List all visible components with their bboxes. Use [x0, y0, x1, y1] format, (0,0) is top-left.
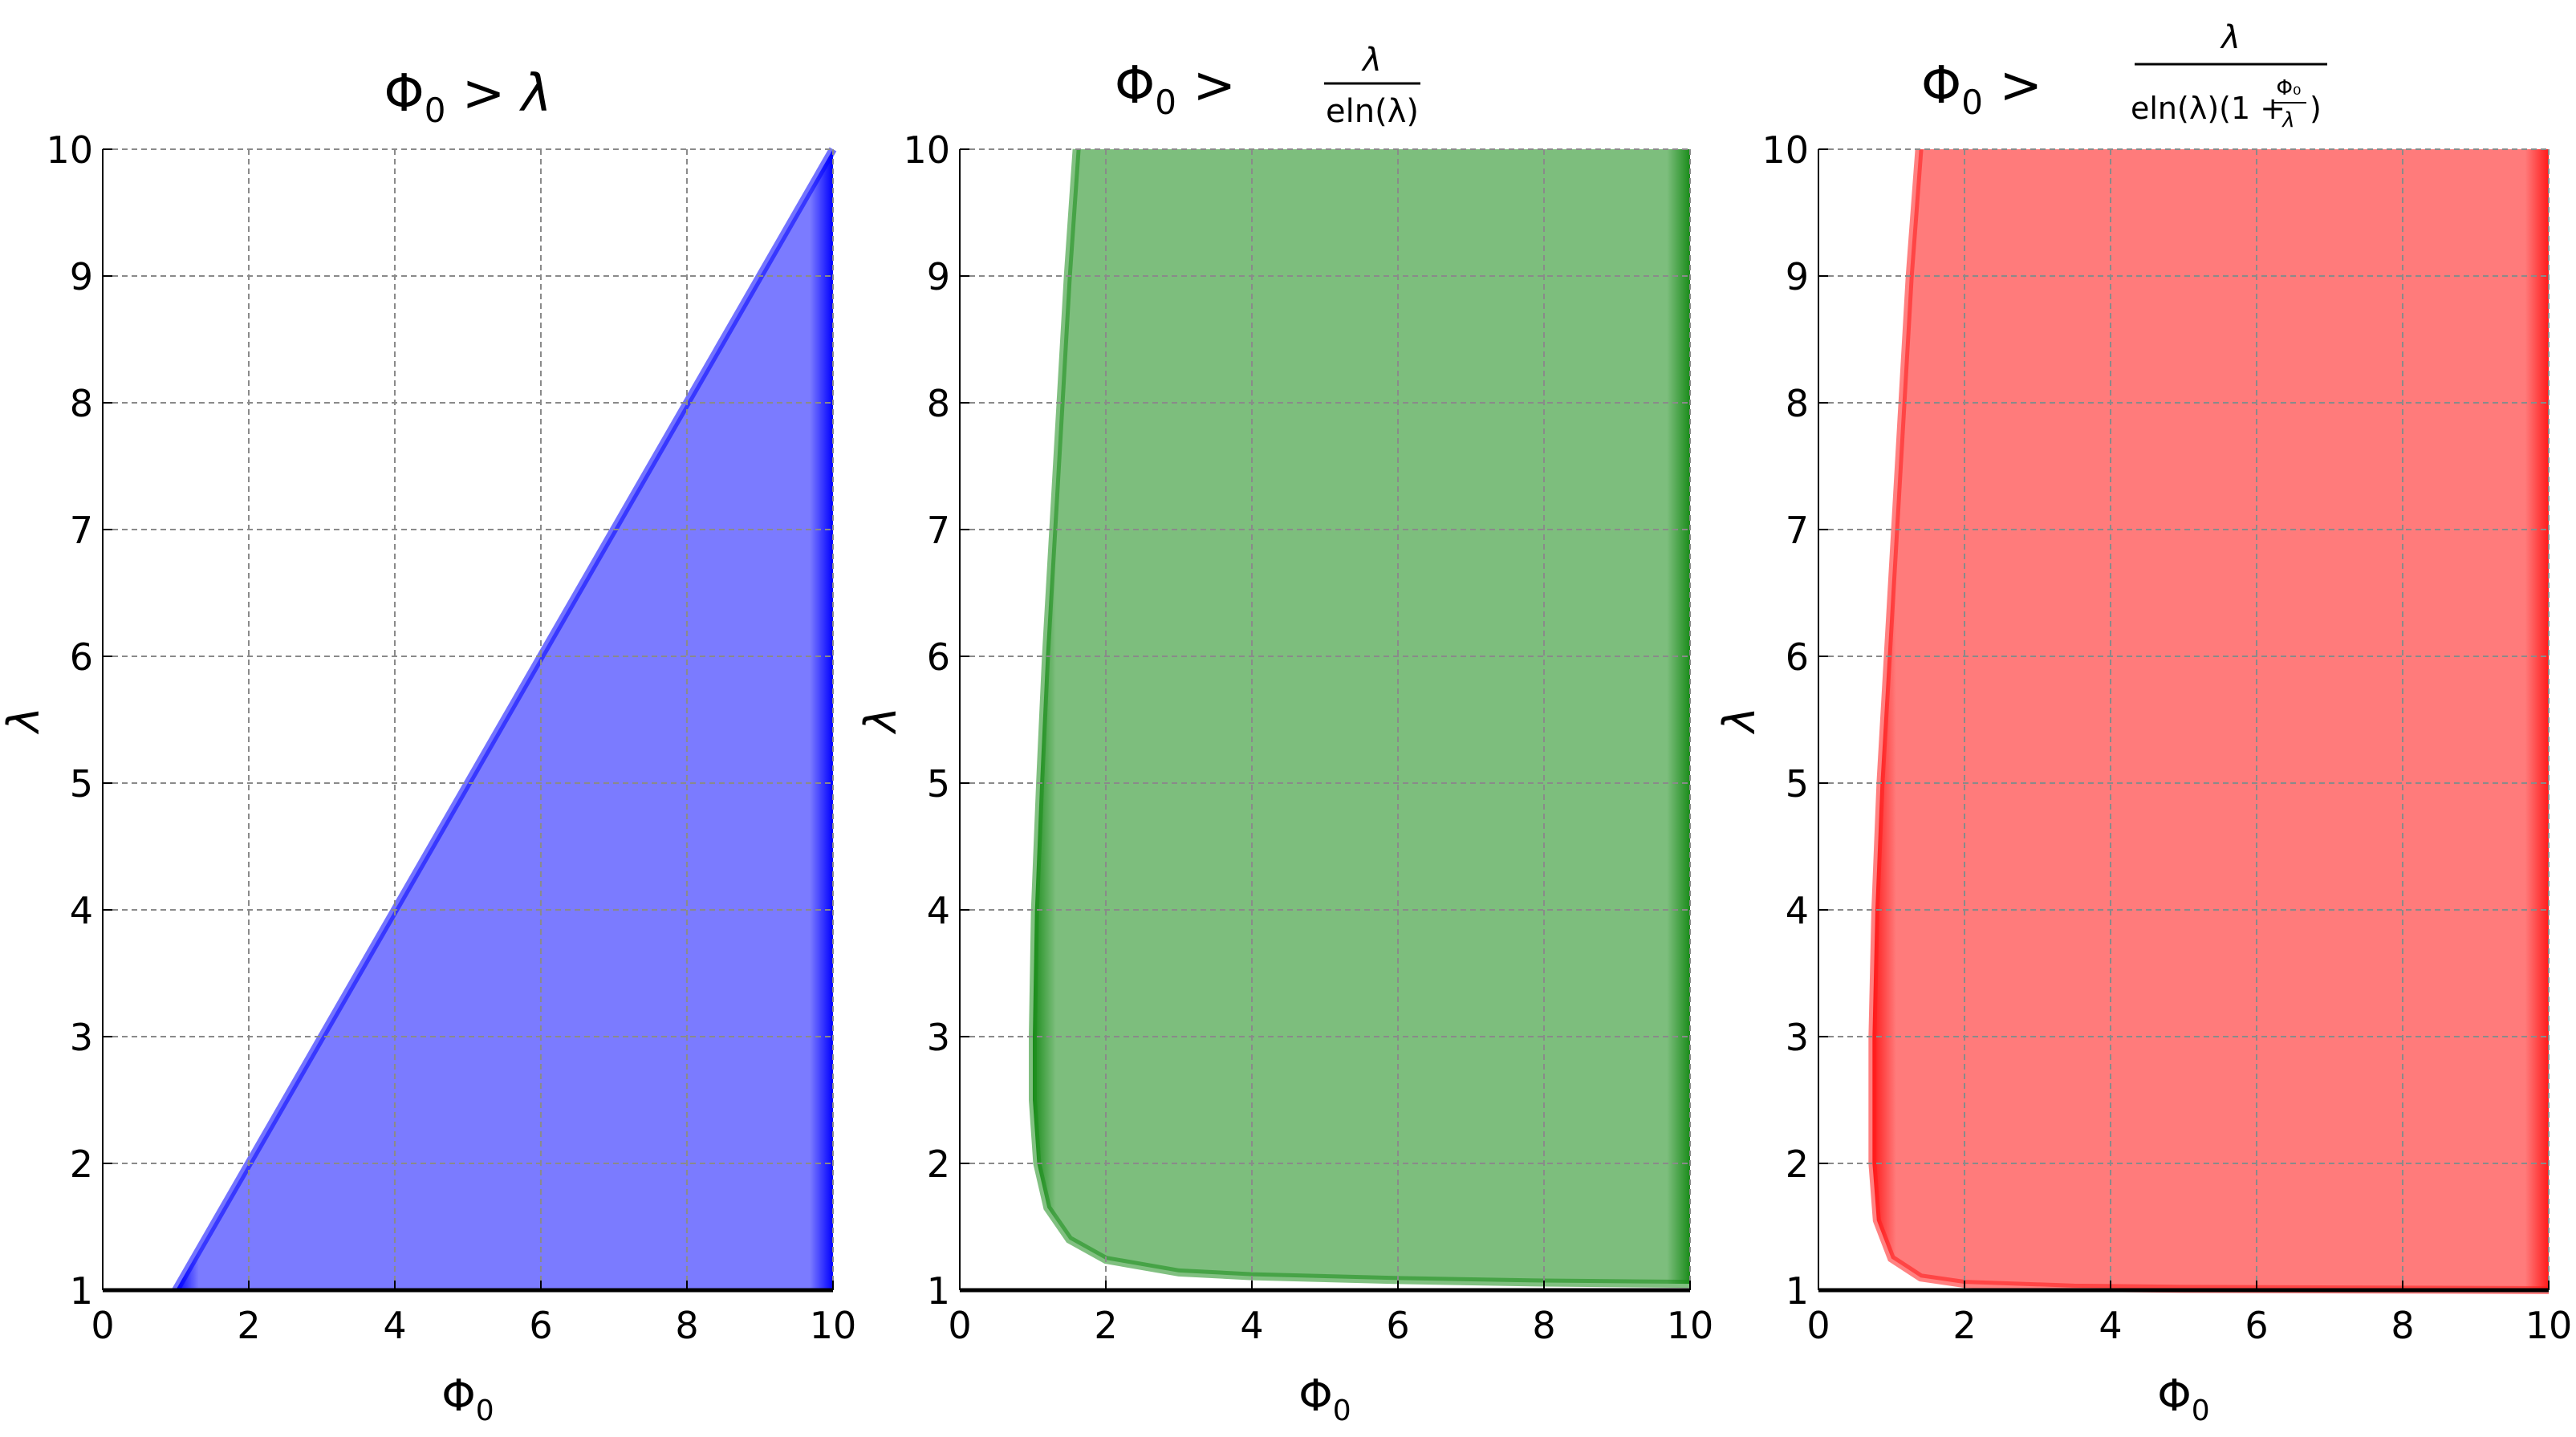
title-rhs: λ: [519, 64, 552, 124]
x-tick-label: 2: [1952, 1304, 1976, 1347]
y-tick-label: 10: [1761, 128, 1809, 172]
x-tick-label: 10: [2525, 1304, 2573, 1347]
x-tick-label: 10: [810, 1304, 857, 1347]
y-tick-label: 1: [927, 1269, 950, 1313]
title-inner-numerator: Φ₀: [2277, 76, 2302, 100]
y-tick-label: 3: [70, 1016, 93, 1059]
title-inner-denominator: λ: [2281, 108, 2294, 132]
chart-title: Φ0 > λ: [384, 64, 551, 130]
x-tick-label: 2: [1094, 1304, 1117, 1347]
y-tick-label: 8: [1786, 382, 1809, 425]
y-tick-label: 9: [1786, 255, 1809, 298]
y-tick-label: 1: [1786, 1269, 1809, 1313]
x-tick-label: 6: [1386, 1304, 1409, 1347]
y-tick-label: 3: [1786, 1016, 1809, 1059]
region-boundary-edge: [1868, 148, 2550, 1294]
x-tick-label: 8: [2391, 1304, 2414, 1347]
title-numerator: λ: [2220, 19, 2241, 56]
x-axis-label-main: Φ: [441, 1370, 476, 1421]
y-tick-label: 8: [927, 382, 950, 425]
x-axis-label-sub: 0: [476, 1394, 494, 1427]
y-axis-label: λ: [1714, 707, 1765, 735]
x-axis-label-sub: 0: [1333, 1394, 1351, 1427]
y-tick-label: 3: [927, 1016, 950, 1059]
y-tick-label: 7: [927, 509, 950, 552]
y-tick-label: 4: [70, 889, 93, 932]
x-axis-label-main: Φ: [2157, 1370, 2192, 1421]
x-tick-label: 0: [948, 1304, 971, 1347]
title-denominator-right: ): [2310, 91, 2322, 126]
region-boundary-edge: [1029, 148, 1691, 1289]
y-tick-label: 4: [927, 889, 950, 932]
y-tick-label: 1: [70, 1269, 93, 1313]
x-axis-label: Φ0: [441, 1370, 494, 1427]
y-axis-label: λ: [855, 707, 906, 735]
title-sub: 0: [1155, 83, 1176, 122]
x-tick-label: 6: [529, 1304, 552, 1347]
filled-region: [1033, 149, 1690, 1285]
title-lhs: Φ: [1115, 56, 1155, 116]
region-boundary-edge: [172, 147, 837, 1293]
title-sub: 0: [1961, 83, 1983, 122]
y-tick-label: 6: [927, 635, 950, 679]
y-tick-label: 7: [1786, 509, 1809, 552]
x-axis-label: Φ0: [2157, 1370, 2209, 1427]
y-tick-label: 6: [1786, 635, 1809, 679]
y-tick-label: 10: [46, 128, 93, 172]
y-tick-label: 2: [927, 1143, 950, 1186]
x-tick-label: 4: [2099, 1304, 2122, 1347]
filled-region: [1872, 149, 2549, 1290]
x-axis-label-sub: 0: [2192, 1394, 2210, 1427]
x-tick-label: 4: [383, 1304, 406, 1347]
y-tick-label: 2: [1786, 1143, 1809, 1186]
title-sub: 0: [425, 91, 446, 130]
x-tick-label: 8: [675, 1304, 698, 1347]
title-op: >: [1176, 56, 1236, 116]
y-tick-label: 10: [903, 128, 950, 172]
x-tick-label: 0: [1806, 1304, 1830, 1347]
x-tick-label: 2: [237, 1304, 260, 1347]
x-tick-label: 10: [1667, 1304, 1714, 1347]
x-tick-label: 8: [1532, 1304, 1555, 1347]
x-tick-label: 0: [91, 1304, 114, 1347]
x-axis-label-main: Φ: [1298, 1370, 1333, 1421]
y-tick-label: 5: [1786, 762, 1809, 806]
y-tick-label: 8: [70, 382, 93, 425]
y-tick-label: 6: [70, 635, 93, 679]
y-tick-label: 5: [70, 762, 93, 806]
x-tick-label: 4: [1240, 1304, 1263, 1347]
title-denominator: eln(λ): [1326, 93, 1419, 130]
y-tick-label: 7: [70, 509, 93, 552]
y-tick-label: 9: [927, 255, 950, 298]
y-tick-label: 2: [70, 1143, 93, 1186]
title-lhs: Φ: [1921, 56, 1961, 116]
y-axis-label: λ: [0, 707, 49, 735]
chart-title: Φ0 >: [1921, 56, 2042, 122]
title-denominator-left: eln(λ)(1 +: [2131, 91, 2285, 126]
y-tick-label: 5: [927, 762, 950, 806]
x-axis-label: Φ0: [1298, 1370, 1351, 1427]
title-op: >: [1983, 56, 2042, 116]
x-tick-label: 6: [2245, 1304, 2268, 1347]
y-tick-label: 9: [70, 255, 93, 298]
y-tick-label: 4: [1786, 889, 1809, 932]
title-numerator: λ: [1361, 42, 1382, 79]
chart-title: Φ0 >: [1115, 56, 1236, 122]
title-lhs: Φ: [384, 64, 424, 124]
title-op: >: [445, 64, 521, 124]
